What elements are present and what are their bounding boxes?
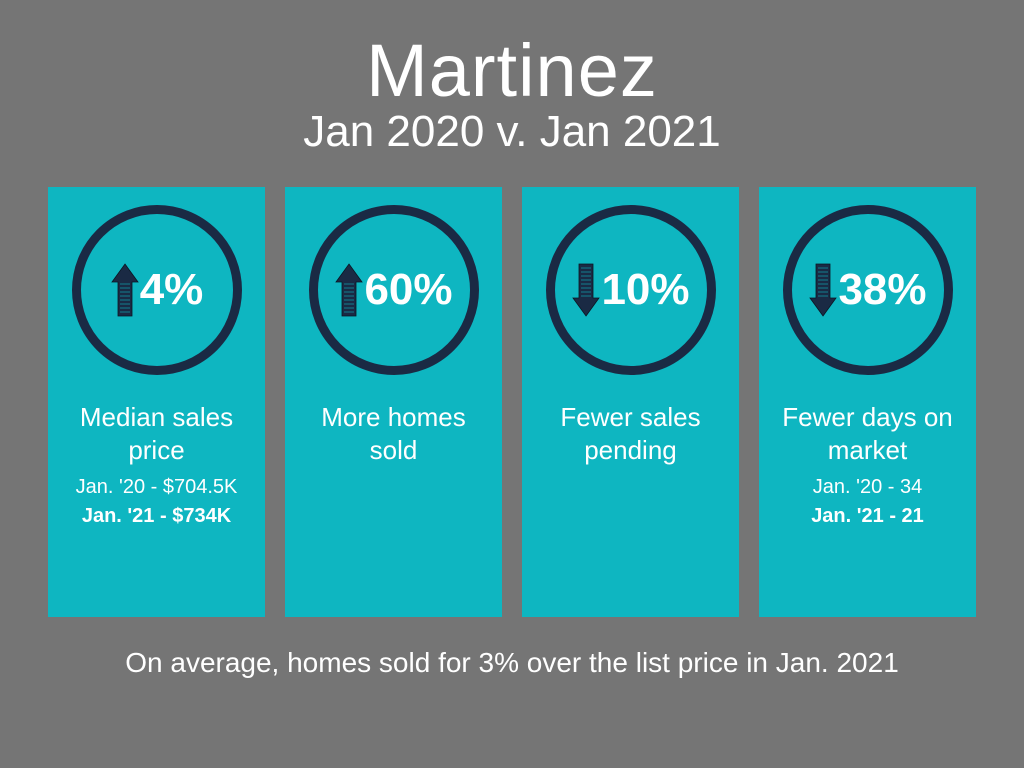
footer-note: On average, homes sold for 3% over the l… <box>0 647 1024 679</box>
stat-card-median-price: 4% Median sales price Jan. '20 - $704.5K… <box>48 187 265 617</box>
stat-circle: 10% <box>546 205 716 375</box>
stat-card-days-on-market: 38% Fewer days on market Jan. '20 - 34 J… <box>759 187 976 617</box>
page-subtitle: Jan 2020 v. Jan 2021 <box>0 107 1024 157</box>
stat-card-sales-pending: 10% Fewer sales pending <box>522 187 739 617</box>
stat-card-homes-sold: 60% More homes sold <box>285 187 502 617</box>
stat-cards-row: 4% Median sales price Jan. '20 - $704.5K… <box>0 187 1024 617</box>
stat-percent: 38% <box>838 265 926 315</box>
stat-label: Fewer days on market <box>759 401 976 466</box>
stat-detail-2: Jan. '21 - 21 <box>811 505 924 528</box>
stat-label: Fewer sales pending <box>522 401 739 466</box>
stat-label: Median sales price <box>48 401 265 466</box>
stat-percent: 60% <box>364 265 452 315</box>
stat-label: More homes sold <box>285 401 502 466</box>
stat-detail-1: Jan. '20 - $704.5K <box>76 476 238 499</box>
arrow-down-icon <box>808 262 838 318</box>
stat-detail-1: Jan. '20 - 34 <box>813 476 922 499</box>
arrow-up-icon <box>334 262 364 318</box>
arrow-up-icon <box>110 262 140 318</box>
stat-percent: 10% <box>601 265 689 315</box>
page-title: Martinez <box>0 28 1024 113</box>
stat-percent: 4% <box>140 265 204 315</box>
stat-circle: 38% <box>783 205 953 375</box>
header: Martinez Jan 2020 v. Jan 2021 <box>0 0 1024 157</box>
stat-circle: 4% <box>72 205 242 375</box>
arrow-down-icon <box>571 262 601 318</box>
stat-detail-2: Jan. '21 - $734K <box>82 505 231 528</box>
stat-circle: 60% <box>309 205 479 375</box>
